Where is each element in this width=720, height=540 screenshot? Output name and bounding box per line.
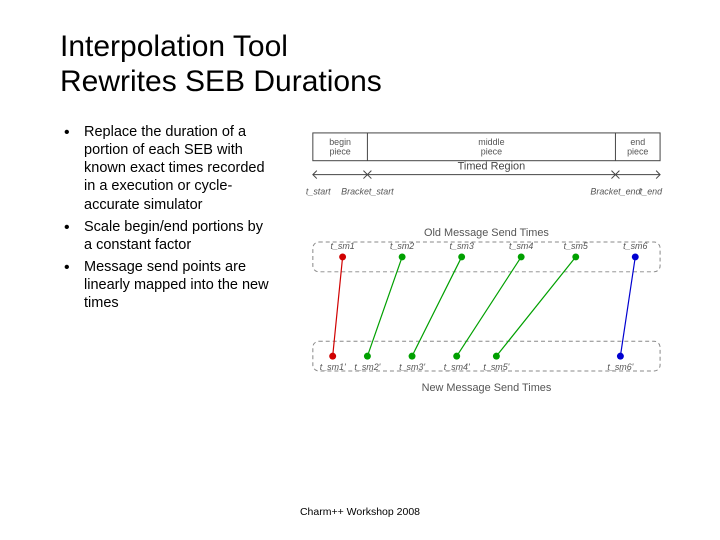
svg-text:begin: begin	[329, 137, 351, 147]
footer-text: Charm++ Workshop 2008	[0, 506, 720, 518]
svg-text:New Message Send Times: New Message Send Times	[422, 382, 552, 394]
svg-text:t_sm5': t_sm5'	[483, 362, 509, 372]
svg-text:t_sm3: t_sm3	[450, 241, 474, 251]
svg-text:t_sm2': t_sm2'	[354, 362, 380, 372]
title-line-1: Interpolation Tool	[60, 30, 288, 63]
svg-text:end: end	[630, 137, 645, 147]
svg-text:t_sm1: t_sm1	[330, 241, 354, 251]
svg-text:t_sm3': t_sm3'	[399, 362, 425, 372]
svg-text:Old Message Send Times: Old Message Send Times	[424, 227, 549, 239]
seb-diagram: beginpiecemiddlepieceendpieceTimed Regio…	[293, 123, 670, 443]
svg-text:Timed Region: Timed Region	[458, 161, 525, 173]
svg-text:t_sm6': t_sm6'	[607, 362, 633, 372]
svg-text:t_sm4: t_sm4	[509, 241, 533, 251]
svg-text:t_sm5: t_sm5	[564, 241, 588, 251]
svg-text:t_sm2: t_sm2	[390, 241, 414, 251]
slide-title: Interpolation Tool Rewrites SEB Duration…	[60, 30, 670, 99]
svg-text:piece: piece	[329, 147, 350, 157]
svg-text:t_sm6: t_sm6	[623, 241, 647, 251]
bullet-item: Replace the duration of a portion of eac…	[60, 123, 275, 214]
svg-text:piece: piece	[627, 147, 648, 157]
svg-text:Bracket_start: Bracket_start	[341, 186, 394, 196]
svg-text:piece: piece	[481, 147, 502, 157]
bullet-item: Scale begin/end portions by a constant f…	[60, 218, 275, 254]
svg-text:middle: middle	[478, 137, 504, 147]
bullet-list: Replace the duration of a portion of eac…	[60, 123, 275, 443]
svg-text:t_sm1': t_sm1'	[320, 362, 346, 372]
svg-text:t_sm4': t_sm4'	[444, 362, 470, 372]
title-line-2: Rewrites SEB Durations	[60, 65, 382, 98]
svg-text:Bracket_end: Bracket_end	[590, 186, 641, 196]
svg-text:t_end: t_end	[640, 186, 663, 196]
svg-text:t_start: t_start	[306, 186, 331, 196]
bullet-item: Message send points are linearly mapped …	[60, 258, 275, 312]
